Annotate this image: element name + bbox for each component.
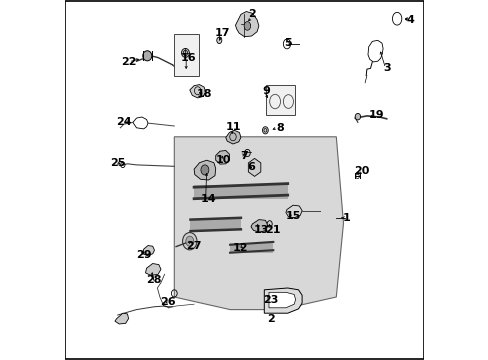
Text: 14: 14 [200, 194, 216, 204]
Text: 19: 19 [368, 110, 384, 120]
Text: 21: 21 [264, 225, 280, 235]
Ellipse shape [185, 236, 193, 246]
Text: 10: 10 [216, 155, 231, 165]
Text: 2: 2 [247, 9, 255, 19]
Bar [194, 185, 287, 199]
Polygon shape [174, 137, 343, 310]
Ellipse shape [266, 221, 272, 227]
Text: 5: 5 [284, 38, 292, 48]
Text: 11: 11 [225, 122, 241, 132]
Polygon shape [250, 220, 267, 232]
Text: 2: 2 [266, 314, 274, 324]
Text: 6: 6 [246, 162, 254, 172]
Text: 17: 17 [215, 28, 230, 38]
Text: 28: 28 [146, 275, 161, 285]
Bar [265, 85, 294, 115]
Text: 4: 4 [406, 15, 413, 25]
Ellipse shape [354, 113, 360, 120]
Polygon shape [142, 246, 154, 256]
Polygon shape [268, 292, 295, 308]
Polygon shape [194, 160, 215, 180]
Ellipse shape [244, 149, 250, 157]
Text: 22: 22 [122, 57, 137, 67]
Ellipse shape [142, 51, 151, 61]
Polygon shape [225, 130, 241, 144]
Text: 25: 25 [110, 158, 125, 168]
Text: 1: 1 [342, 213, 349, 223]
Text: 29: 29 [136, 250, 151, 260]
Polygon shape [235, 12, 258, 37]
Polygon shape [115, 313, 128, 324]
Polygon shape [189, 85, 205, 98]
Text: 7: 7 [240, 150, 247, 161]
Text: 26: 26 [160, 297, 176, 307]
Polygon shape [215, 150, 229, 164]
Ellipse shape [181, 49, 189, 58]
Text: 8: 8 [275, 123, 283, 133]
Text: 12: 12 [233, 243, 248, 253]
Text: 15: 15 [285, 211, 300, 221]
Ellipse shape [216, 37, 222, 44]
Ellipse shape [182, 233, 197, 250]
Bar [174, 34, 199, 76]
Ellipse shape [262, 127, 268, 134]
Polygon shape [248, 158, 260, 176]
Polygon shape [145, 264, 161, 275]
Text: 20: 20 [353, 166, 368, 176]
Bar [230, 243, 273, 253]
Text: 18: 18 [197, 89, 212, 99]
Ellipse shape [244, 22, 250, 30]
Bar [190, 219, 241, 230]
Text: 9: 9 [262, 86, 269, 96]
Text: 23: 23 [262, 294, 278, 305]
Text: 16: 16 [181, 53, 196, 63]
Ellipse shape [201, 165, 208, 175]
Polygon shape [264, 288, 302, 313]
Text: 3: 3 [382, 63, 390, 73]
Text: 24: 24 [116, 117, 131, 127]
Text: 13: 13 [253, 225, 268, 235]
Text: 27: 27 [185, 240, 201, 251]
